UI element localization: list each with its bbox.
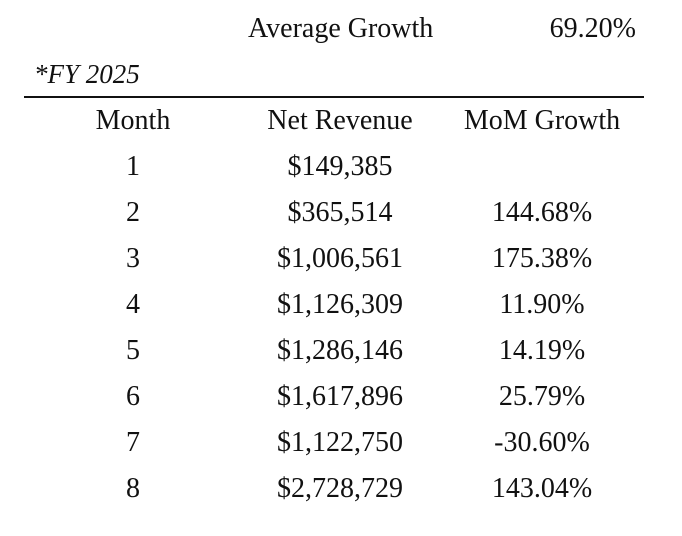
table-row: 3 $1,006,561 175.38% bbox=[0, 236, 682, 282]
table-row: 2 $365,514 144.68% bbox=[0, 190, 682, 236]
net-revenue-cell: $1,617,896 bbox=[277, 381, 403, 412]
table-row: 7 $1,122,750 -30.60% bbox=[0, 420, 682, 466]
mom-growth-cell: 175.38% bbox=[491, 243, 593, 274]
month-cell: 3 bbox=[126, 243, 140, 274]
column-header-month: Month bbox=[95, 105, 171, 136]
month-cell: 4 bbox=[126, 289, 140, 320]
net-revenue-cell: $365,514 bbox=[287, 197, 393, 228]
net-revenue-cell: $149,385 bbox=[287, 151, 393, 182]
month-cell: 7 bbox=[126, 427, 140, 458]
column-header-mom-growth: MoM Growth bbox=[463, 105, 621, 136]
mom-growth-cell: 144.68% bbox=[491, 197, 593, 228]
table-row: 6 $1,617,896 25.79% bbox=[0, 374, 682, 420]
column-header-net-revenue: Net Revenue bbox=[267, 105, 413, 136]
month-cell: 5 bbox=[126, 335, 140, 366]
mom-growth-cell: 11.90% bbox=[499, 289, 585, 320]
net-revenue-cell: $2,728,729 bbox=[277, 473, 403, 504]
table-row: 1 $149,385 bbox=[0, 144, 682, 190]
month-cell: 1 bbox=[126, 151, 140, 182]
average-growth-value: 69.20% bbox=[549, 13, 636, 44]
month-cell: 2 bbox=[126, 197, 140, 228]
table-header-row: Month Net Revenue MoM Growth bbox=[0, 98, 682, 144]
fiscal-year-note: *FY 2025 bbox=[34, 59, 140, 89]
month-cell: 6 bbox=[126, 381, 140, 412]
revenue-table: Month Net Revenue MoM Growth 1 $149,385 … bbox=[0, 98, 682, 512]
mom-growth-cell: 143.04% bbox=[491, 473, 593, 504]
table-row: 5 $1,286,146 14.19% bbox=[0, 328, 682, 374]
net-revenue-cell: $1,126,309 bbox=[277, 289, 403, 320]
month-cell: 8 bbox=[126, 473, 140, 504]
table-row: 8 $2,728,729 143.04% bbox=[0, 466, 682, 512]
mom-growth-cell: 14.19% bbox=[498, 335, 586, 366]
net-revenue-cell: $1,286,146 bbox=[277, 335, 403, 366]
average-growth-label: Average Growth bbox=[248, 13, 434, 44]
table-row: 4 $1,126,309 11.90% bbox=[0, 282, 682, 328]
net-revenue-cell: $1,006,561 bbox=[277, 243, 403, 274]
header-divider bbox=[24, 96, 644, 98]
net-revenue-cell: $1,122,750 bbox=[277, 427, 403, 458]
mom-growth-cell: -30.60% bbox=[494, 427, 590, 458]
mom-growth-cell: 25.79% bbox=[498, 381, 586, 412]
